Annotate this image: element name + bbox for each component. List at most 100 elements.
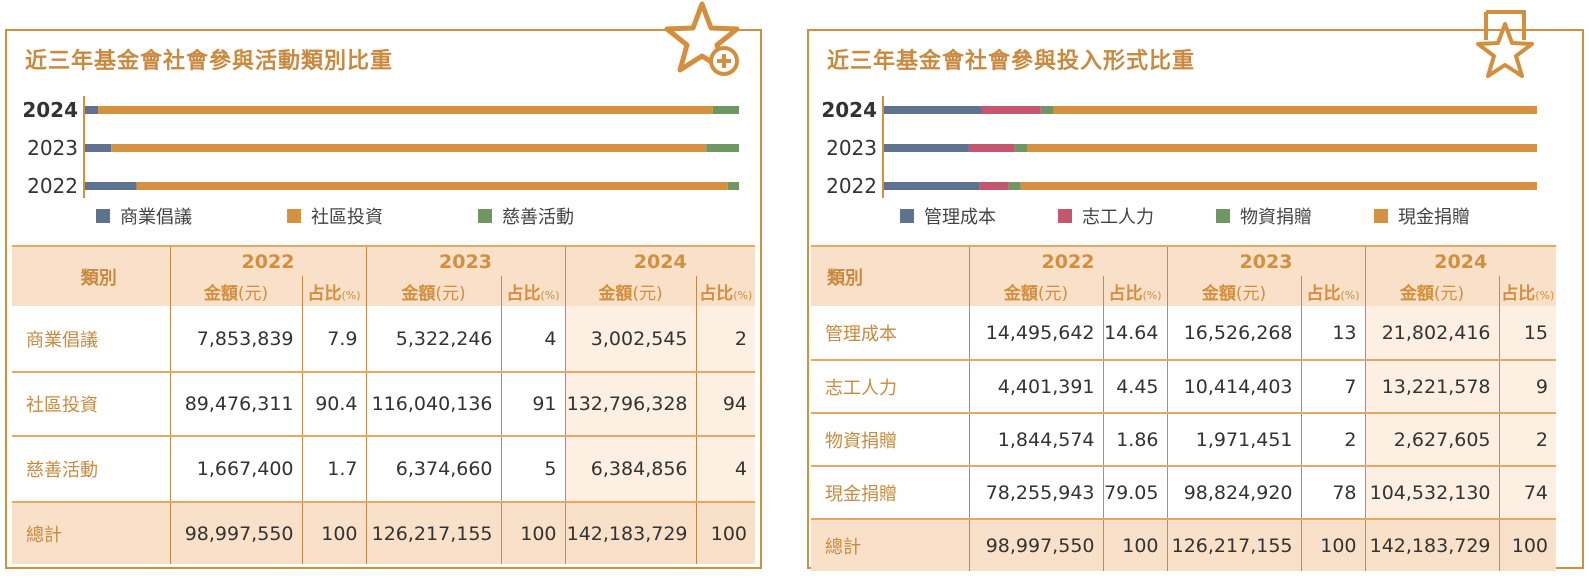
percent-cell: 100 (1102, 519, 1167, 571)
category-cell: 志工人力 (811, 360, 969, 414)
bar-segment (1027, 144, 1537, 152)
legend-swatch (1216, 209, 1230, 223)
legend-label: 管理成本 (924, 207, 996, 228)
percent-cell: 79.05 (1102, 466, 1167, 520)
year-tick-label: 2024 (22, 98, 78, 122)
activity-category-chart: 2024 2023 2022 (22, 96, 739, 198)
activity-category-table: 類別 2022 2023 2024 金額(元) 占比(%) 金額(元) 占比(%) 金額(元) 占… (12, 245, 755, 564)
legend-swatch (478, 209, 492, 223)
percent-cell: 1.86 (1102, 413, 1167, 467)
legend-item: 物資捐贈 (1216, 203, 1312, 229)
category-cell: 管理成本 (811, 306, 969, 361)
bar-segment (1008, 182, 1021, 190)
percent-cell: 91 (500, 372, 565, 437)
legend-item: 商業倡議 (96, 203, 192, 229)
percent-cell: 74 (1498, 466, 1556, 520)
amount-cell: 98,824,920 (1166, 466, 1301, 520)
legend-item: 志工人力 (1058, 203, 1154, 229)
bar-segment (136, 182, 728, 190)
bar-segment (884, 182, 980, 190)
percent-subheader: 占比(%) (301, 276, 366, 306)
year-tick-label: 2023 (826, 136, 877, 160)
year-header: 2024 (564, 245, 755, 276)
amount-cell: 14,495,642 (968, 306, 1103, 361)
amount-cell: 21,802,416 (1364, 306, 1499, 361)
table-row: 志工人力 4,401,391 4.45 10,414,403 7 13,221,578 9 (811, 360, 1556, 414)
legend-swatch (96, 209, 110, 223)
year-tick-label: 2023 (27, 136, 78, 160)
legend-swatch (1374, 209, 1388, 223)
bar-segment (98, 106, 713, 114)
percent-cell: 100 (301, 502, 366, 564)
amount-cell: 98,997,550 (968, 519, 1103, 571)
bar-segment (968, 144, 1015, 152)
bar-segment (1040, 106, 1054, 114)
year-header: 2023 (1166, 245, 1365, 276)
category-cell: 商業倡議 (12, 306, 170, 373)
bar-segment (85, 182, 137, 190)
percent-cell: 78 (1300, 466, 1365, 520)
table-row: 管理成本 14,495,642 14.64 16,526,268 13 21,802,41… (811, 306, 1556, 361)
percent-cell: 14.64 (1102, 306, 1167, 361)
percent-subheader: 占比(%) (1102, 276, 1167, 306)
bar-segment (706, 144, 739, 152)
legend-label: 志工人力 (1082, 207, 1154, 228)
amount-subheader: 金額(元) (1364, 276, 1499, 306)
percent-cell: 90.4 (301, 372, 366, 437)
legend-item: 現金捐贈 (1374, 203, 1470, 229)
percent-cell: 94 (695, 372, 755, 437)
percent-cell: 100 (695, 502, 755, 564)
amount-cell: 98,997,550 (169, 502, 302, 564)
table-row: 慈善活動 1,667,400 1.7 6,374,660 5 6,384,856 4 (12, 436, 755, 503)
bar-segment (111, 144, 707, 152)
amount-cell: 78,255,943 (968, 466, 1103, 520)
amount-cell: 7,853,839 (169, 306, 302, 373)
amount-cell: 89,476,311 (169, 372, 302, 437)
bar-segment (85, 144, 112, 152)
amount-cell: 13,221,578 (1364, 360, 1499, 414)
bar-segment (979, 182, 1009, 190)
legend-item: 慈善活動 (478, 203, 574, 229)
category-cell: 社區投資 (12, 372, 170, 437)
amount-cell: 104,532,130 (1364, 466, 1499, 520)
amount-cell: 1,844,574 (968, 413, 1103, 467)
percent-cell: 7.9 (301, 306, 366, 373)
percent-cell: 7 (1300, 360, 1365, 414)
percent-cell: 2 (695, 306, 755, 373)
percent-cell: 4 (500, 306, 565, 373)
bar-segment (727, 182, 739, 190)
amount-cell: 10,414,403 (1166, 360, 1301, 414)
year-tick-label: 2022 (826, 174, 877, 198)
amount-cell: 5,322,246 (365, 306, 501, 373)
amount-cell: 4,401,391 (968, 360, 1103, 414)
percent-cell: 4.45 (1102, 360, 1167, 414)
amount-cell: 126,217,155 (1166, 519, 1301, 571)
percent-cell: 2 (1498, 413, 1556, 467)
amount-cell: 132,796,328 (564, 372, 696, 437)
percent-cell: 100 (1300, 519, 1365, 571)
bar-segment (1020, 182, 1537, 190)
bar-segment (981, 106, 1041, 114)
amount-subheader: 金額(元) (968, 276, 1103, 306)
percent-cell: 100 (500, 502, 565, 564)
amount-cell: 16,526,268 (1166, 306, 1301, 361)
amount-cell: 1,667,400 (169, 436, 302, 503)
legend-label: 物資捐贈 (1240, 207, 1312, 228)
panel-title: 近三年基金會社會參與活動類別比重 (25, 49, 394, 74)
legend-swatch (900, 209, 914, 223)
legend-label: 現金捐贈 (1398, 207, 1470, 228)
percent-cell: 4 (695, 436, 755, 503)
bar-segment (884, 144, 969, 152)
amount-cell: 3,002,545 (564, 306, 696, 373)
percent-cell: 15 (1498, 306, 1556, 361)
amount-cell: 142,183,729 (564, 502, 696, 564)
activity-category-panel: 近三年基金會社會參與活動類別比重 (5, 29, 762, 569)
percent-cell: 2 (1300, 413, 1365, 467)
star-plus-icon (664, 1, 740, 76)
star-ribbon-icon (1476, 10, 1534, 78)
table-row: 商業倡議 7,853,839 7.9 5,322,246 4 3,002,545 2 (12, 306, 755, 373)
percent-cell: 9 (1498, 360, 1556, 414)
legend-swatch (1058, 209, 1072, 223)
category-header: 類別 (12, 245, 170, 306)
percent-subheader: 占比(%) (695, 276, 755, 306)
